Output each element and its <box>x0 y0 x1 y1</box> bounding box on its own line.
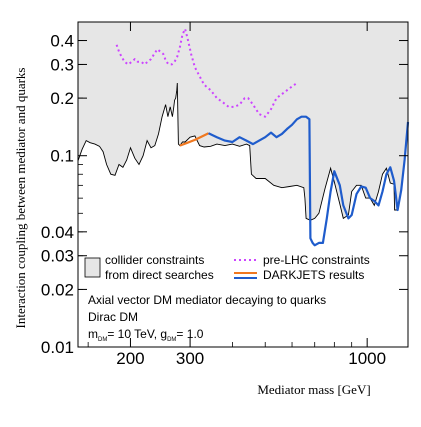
y-tick-label: 0.3 <box>50 55 74 74</box>
chart-series-lines <box>115 27 410 247</box>
series-darkjets-results-2-line <box>179 132 209 147</box>
x-axis-ticks: 200 300 1000 <box>87 22 386 368</box>
y-tick-label: 0.02 <box>41 280 74 299</box>
annotation-mass-value: = 10 TeV, g <box>107 327 167 341</box>
annotation-coupling-subscript: DM <box>167 337 176 343</box>
x-axis-title: Mediator mass [GeV] <box>257 382 370 397</box>
annotation-mass-subscript: DM <box>98 337 107 343</box>
series-collider-constraints-from-direct-searches-fill <box>78 22 408 221</box>
annotation-coupling-value: = 1.0 <box>176 327 203 341</box>
y-tick-label: 0.1 <box>50 147 74 166</box>
y-tick-label: 0.03 <box>41 247 74 266</box>
x-tick-label: 1000 <box>348 349 386 368</box>
y-tick-label: 0.4 <box>50 32 74 51</box>
legend: collider constraints from direct searche… <box>84 253 370 282</box>
series-pre-lhc-constraints-1-line <box>115 27 298 118</box>
annotation-block: Axial vector DM mediator decaying to qua… <box>88 293 326 343</box>
series-collider-constraints-from-direct-searches-edge <box>77 82 409 221</box>
legend-label-collider-line1: collider constraints <box>105 253 204 267</box>
legend-box-swatch <box>84 257 101 278</box>
x-tick-label: 200 <box>116 349 144 368</box>
legend-label-collider-line2: from direct searches <box>105 268 214 282</box>
y-tick-label: 0.01 <box>41 338 74 357</box>
x-tick-label: 300 <box>176 349 204 368</box>
series-darkjets-results-3-line <box>208 115 410 247</box>
y-axis-ticks: 0.4 0.3 0.2 0.1 0.04 0.03 0.02 0.01 <box>41 21 408 357</box>
collider-constraints-band <box>77 22 409 221</box>
annotation-mass-symbol: m <box>88 327 98 341</box>
legend-label-pre-lhc: pre-LHC constraints <box>263 253 370 267</box>
y-axis-title: Interaction coupling between mediator an… <box>13 68 28 329</box>
annotation-dm-type: Dirac DM <box>88 310 138 324</box>
annotation-parameters: mDM= 10 TeV, gDM= 1.0 <box>88 327 204 343</box>
y-tick-label: 0.2 <box>50 89 74 108</box>
legend-label-darkjets: DARKJETS results <box>263 268 364 282</box>
plot-frame <box>77 21 409 348</box>
annotation-model: Axial vector DM mediator decaying to qua… <box>88 293 326 307</box>
y-tick-label: 0.04 <box>41 223 74 242</box>
